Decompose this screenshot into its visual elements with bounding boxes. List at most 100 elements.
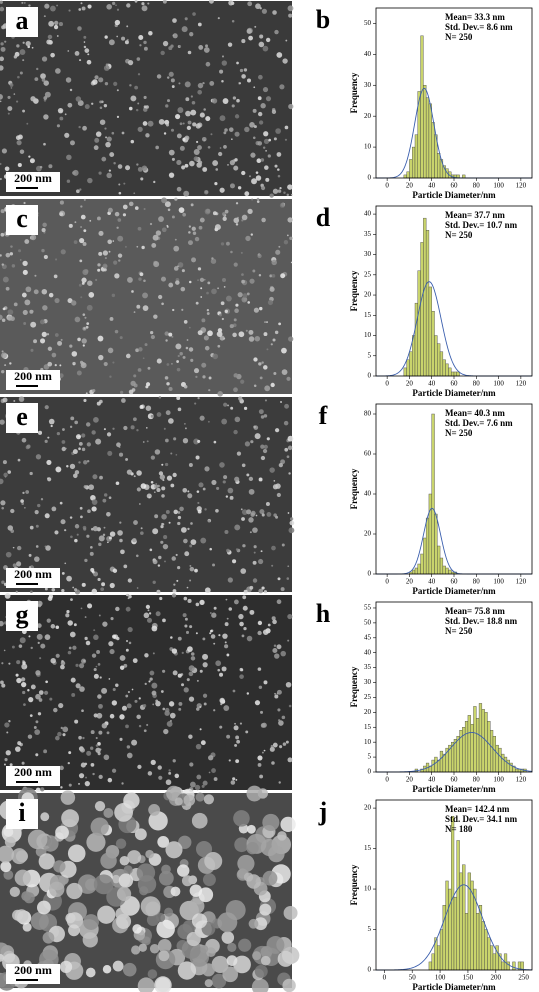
texture	[105, 141, 111, 148]
texture	[206, 291, 209, 295]
texture	[85, 422, 91, 427]
texture	[223, 145, 227, 149]
texture	[199, 277, 205, 283]
annotation: Mean= 33.3 nm	[445, 12, 505, 22]
texture	[197, 279, 199, 282]
texture	[182, 137, 186, 142]
texture	[114, 329, 119, 334]
texture	[281, 543, 285, 547]
texture	[35, 753, 39, 757]
texture	[0, 93, 3, 100]
bar	[445, 880, 449, 971]
texture	[92, 772, 95, 776]
texture	[78, 8, 82, 11]
texture	[154, 514, 159, 519]
texture	[266, 437, 270, 441]
texture	[134, 85, 139, 90]
texture	[191, 913, 208, 929]
texture	[48, 418, 55, 425]
texture	[235, 303, 239, 307]
texture	[140, 177, 144, 181]
texture	[99, 748, 102, 751]
texture	[263, 131, 269, 137]
texture	[111, 768, 117, 773]
texture	[240, 508, 243, 511]
texture	[257, 96, 262, 101]
texture	[99, 119, 106, 125]
texture	[194, 402, 197, 405]
texture	[118, 452, 124, 457]
texture	[193, 438, 200, 445]
texture	[125, 353, 131, 359]
texture	[190, 95, 193, 98]
texture	[25, 490, 30, 494]
texture	[271, 564, 274, 567]
texture	[221, 55, 225, 58]
texture	[147, 366, 151, 370]
texture	[117, 530, 123, 536]
texture	[30, 321, 37, 328]
texture	[140, 527, 143, 530]
texture	[232, 559, 237, 564]
texture	[145, 405, 152, 411]
texture	[270, 382, 275, 388]
texture	[1, 25, 6, 30]
texture	[123, 182, 126, 185]
texture	[42, 305, 48, 311]
texture	[119, 521, 122, 524]
texture	[189, 160, 195, 167]
bar	[414, 302, 418, 377]
texture	[259, 34, 264, 39]
texture	[204, 466, 210, 472]
scale-bar-label: 200 nm	[14, 765, 52, 779]
texture	[157, 564, 161, 567]
texture	[22, 661, 26, 665]
texture	[44, 513, 50, 519]
texture	[286, 577, 290, 580]
texture	[278, 245, 281, 248]
bar	[434, 513, 438, 575]
y-tick-label: 50	[364, 19, 372, 27]
texture	[172, 18, 177, 23]
texture	[99, 106, 103, 110]
texture	[272, 484, 279, 490]
texture	[161, 197, 167, 204]
texture	[60, 249, 66, 255]
texture	[98, 535, 105, 542]
texture	[243, 406, 248, 410]
texture	[76, 533, 79, 536]
texture	[128, 106, 133, 111]
bar	[498, 747, 502, 773]
texture	[102, 263, 108, 269]
texture	[16, 660, 21, 665]
texture	[213, 440, 217, 444]
texture	[61, 446, 66, 452]
texture	[66, 465, 69, 468]
texture	[95, 665, 98, 668]
texture	[171, 556, 176, 561]
texture	[60, 786, 63, 789]
texture	[95, 131, 102, 137]
texture	[185, 630, 190, 634]
texture	[261, 586, 265, 590]
texture	[173, 266, 179, 271]
texture	[30, 159, 34, 163]
texture	[196, 707, 200, 711]
texture	[155, 230, 162, 236]
texture	[127, 690, 130, 694]
texture	[65, 77, 72, 83]
texture	[197, 509, 202, 514]
texture	[54, 20, 59, 26]
texture	[235, 778, 238, 781]
bar	[492, 736, 496, 773]
texture	[0, 100, 2, 103]
texture	[18, 644, 23, 648]
texture	[282, 978, 296, 992]
texture	[257, 253, 262, 259]
texture	[119, 855, 130, 866]
texture	[143, 107, 148, 112]
texture	[201, 784, 205, 788]
texture	[193, 368, 200, 374]
bar	[423, 537, 427, 575]
texture	[45, 545, 51, 551]
